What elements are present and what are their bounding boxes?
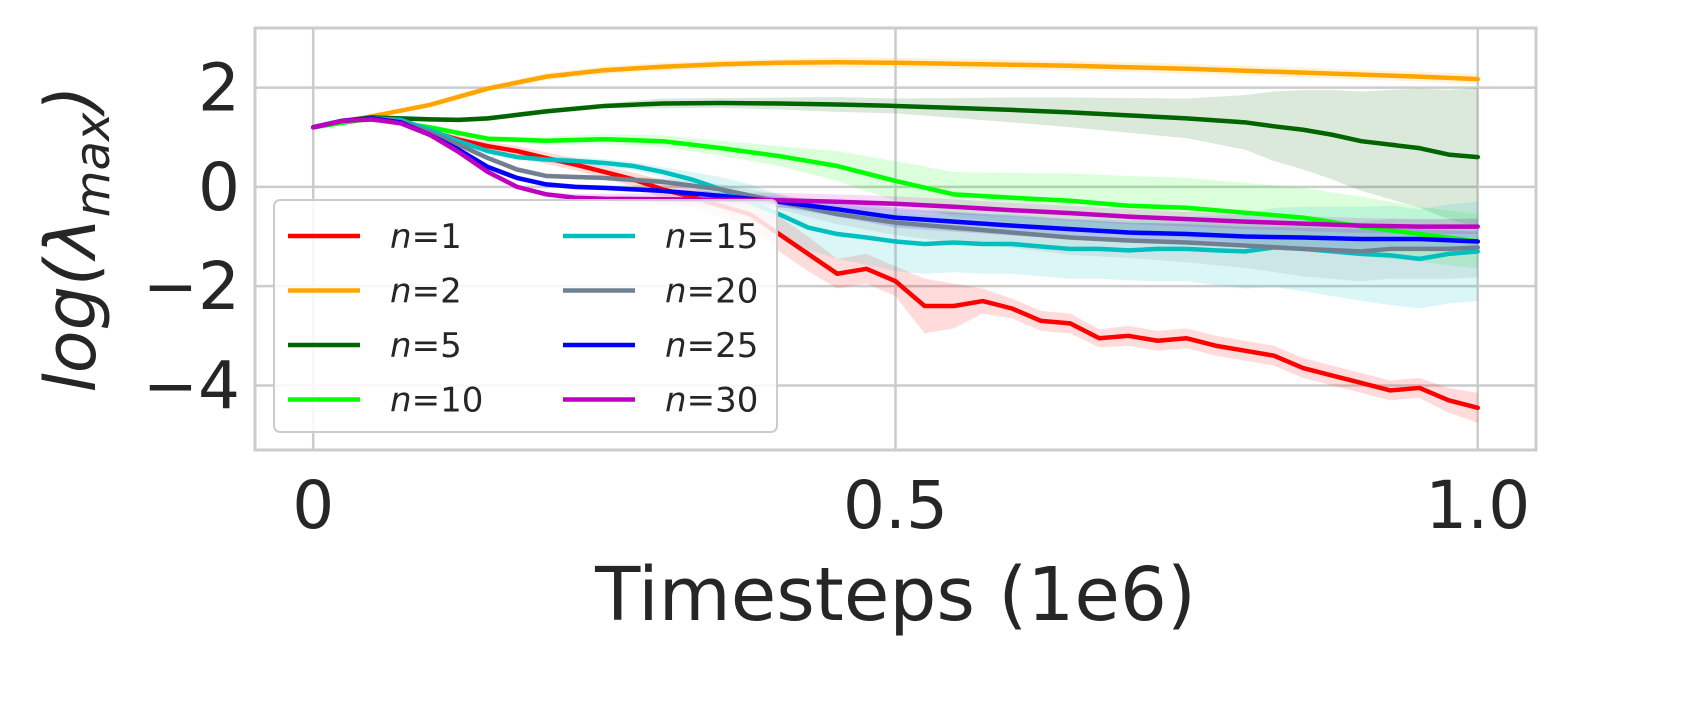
legend-label: n=30 xyxy=(665,381,758,421)
x-tick-label: 0.5 xyxy=(843,467,948,544)
legend-item-n1: n=1 xyxy=(288,217,462,257)
y-axis-title: log(λmax) xyxy=(30,85,121,392)
legend-item-n5: n=5 xyxy=(288,326,462,366)
legend-value: 5 xyxy=(440,326,462,366)
legend-eq: = xyxy=(687,326,716,366)
y-tick-label: −2 xyxy=(143,248,240,325)
y-axis-title-close: ) xyxy=(30,85,112,117)
legend-value: 20 xyxy=(715,272,758,312)
series-line-n1 xyxy=(310,117,1481,411)
legend-label: n=1 xyxy=(390,217,462,257)
series-band-n20 xyxy=(313,115,1478,282)
legend-var: n xyxy=(390,326,412,366)
legend-value: 25 xyxy=(715,326,758,366)
x-axis-title: Timesteps (1e6) xyxy=(594,552,1196,638)
legend-value: 10 xyxy=(440,381,483,421)
legend-value: 1 xyxy=(440,217,462,257)
legend-value: 2 xyxy=(440,272,462,312)
series-band-n1 xyxy=(313,116,1478,423)
legend-eq: = xyxy=(412,381,441,421)
series-line-n2 xyxy=(310,60,1481,130)
series-line-n5 xyxy=(310,100,1481,160)
legend-var: n xyxy=(665,272,687,312)
legend-var: n xyxy=(665,217,687,257)
legend-label: n=5 xyxy=(390,326,462,366)
legend-var: n xyxy=(665,381,687,421)
legend-item-n2: n=2 xyxy=(288,272,462,312)
plot-frame xyxy=(253,26,1538,452)
legend-box xyxy=(273,199,778,433)
y-tick-label: 2 xyxy=(198,50,240,127)
x-tick-label: 0 xyxy=(292,467,334,544)
legend-item-n25: n=25 xyxy=(563,326,758,366)
y-tick-label: 0 xyxy=(198,149,240,226)
series-band-n5 xyxy=(313,87,1478,227)
legend: n=1n=2n=5n=10n=15n=20n=25n=30 xyxy=(273,199,778,433)
legend-eq: = xyxy=(687,272,716,312)
y-tick-label: −4 xyxy=(143,347,240,424)
legend-eq: = xyxy=(687,217,716,257)
x-tick-label: 1.0 xyxy=(1425,467,1530,544)
x-tick-labels: 0 0.5 1.0 xyxy=(292,467,1530,544)
series-line-n20 xyxy=(310,116,1481,254)
legend-var: n xyxy=(390,272,412,312)
legend-eq: = xyxy=(412,326,441,366)
y-axis-title-subscript: max xyxy=(65,112,121,217)
legend-var: n xyxy=(390,381,412,421)
legend-eq: = xyxy=(687,381,716,421)
legend-eq: = xyxy=(412,272,441,312)
legend-item-n30: n=30 xyxy=(563,381,758,421)
legend-label: n=2 xyxy=(390,272,462,312)
legend-item-n20: n=20 xyxy=(563,272,758,312)
legend-label: n=20 xyxy=(665,272,758,312)
legend-label: n=15 xyxy=(665,217,758,257)
y-tick-labels: 2 0 −2 −4 xyxy=(143,50,240,425)
legend-var: n xyxy=(665,326,687,366)
legend-value: 30 xyxy=(715,381,758,421)
legend-eq: = xyxy=(412,217,441,257)
legend-label: n=25 xyxy=(665,326,758,366)
series-line-n10 xyxy=(310,116,1481,244)
series-band-n10 xyxy=(313,115,1478,269)
series-band-n30 xyxy=(313,116,1478,235)
legend-item-n10: n=10 xyxy=(288,381,483,421)
legend-var: n xyxy=(390,217,412,257)
series-lines xyxy=(310,60,1481,411)
legend-value: 15 xyxy=(715,217,758,257)
y-axis-title-base: log(λ xyxy=(30,217,112,392)
legend-label: n=10 xyxy=(390,381,483,421)
legend-item-n15: n=15 xyxy=(563,217,758,257)
